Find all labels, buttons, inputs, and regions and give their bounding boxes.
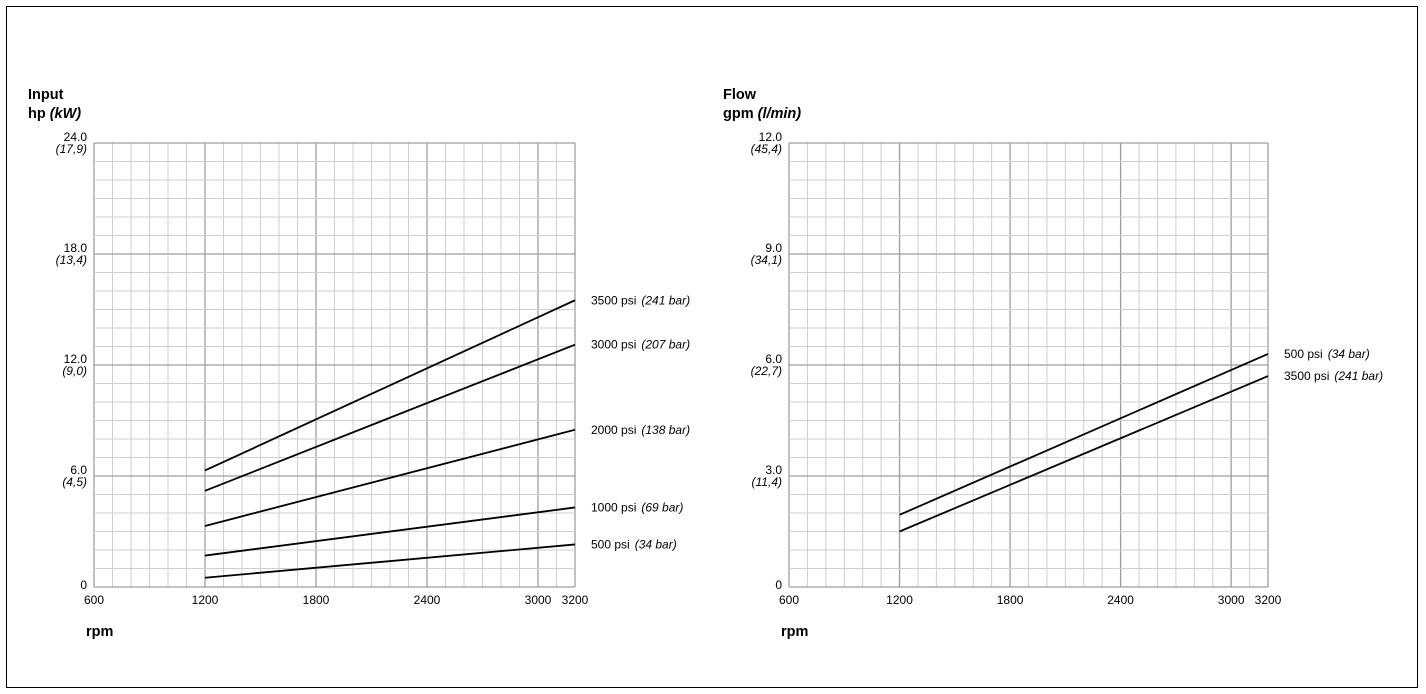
flow-xtick-label: 1800 — [997, 593, 1024, 607]
flow-xtick-label: 3000 — [1218, 593, 1245, 607]
flow-series-label-bar: (34 bar) — [1328, 347, 1370, 361]
flow-series-label: 3500 psi (241 bar) — [1284, 369, 1383, 383]
power-xtick-label: 3000 — [525, 593, 552, 607]
flow-series-label-bar: (241 bar) — [1334, 369, 1383, 383]
power-ytick-label-secondary: (4,5) — [62, 475, 87, 489]
power-ytick-label: 0 — [80, 578, 87, 592]
flow-ytick-label: 12.0 — [759, 130, 783, 144]
flow-series-label-psi: 500 psi — [1284, 347, 1323, 361]
flow-ylabel-line2: gpm (l/min) — [723, 106, 801, 122]
flow-ytick-label: 3.0 — [765, 463, 782, 477]
power-series-line — [204, 299, 576, 472]
power-ytick-label: 6.0 — [70, 463, 87, 477]
power-ytick-label: 18.0 — [64, 241, 88, 255]
flow-xlabel: rpm — [781, 624, 808, 640]
power-series-label-psi: 2000 psi — [591, 423, 636, 437]
flow-ylabel-unit-secondary: (l/min) — [758, 106, 802, 122]
flow-chart: Flow gpm (l/min) 12.0(45,4) 9.0(34,1) 6.0(22,… — [723, 87, 1383, 640]
power-series-label-bar: (34 bar) — [635, 537, 677, 551]
power-ytick-label-secondary: (13,4) — [56, 253, 87, 267]
flow-series-line — [899, 375, 1269, 533]
flow-ytick-label-secondary: (11,4) — [752, 475, 782, 489]
power-series-label-psi: 3500 psi — [591, 293, 636, 307]
flow-series-line — [899, 353, 1269, 516]
power-xtick-label: 1800 — [303, 593, 330, 607]
power-ytick-label-secondary: (9,0) — [62, 364, 87, 378]
power-series-label-psi: 3000 psi — [591, 338, 636, 352]
flow-ylabel-unit-primary: gpm — [723, 106, 754, 122]
power-xtick-label: 2400 — [414, 593, 441, 607]
power-xtick-label: 1200 — [192, 593, 219, 607]
power-series-label: 500 psi (34 bar) — [591, 537, 677, 551]
power-chart: Input hp (kW) 24.0(17,9) 18.0(13,4) 12.0(9,0)… — [28, 87, 690, 640]
power-series-label-psi: 1000 psi — [591, 500, 636, 514]
power-series-label-psi: 500 psi — [591, 537, 630, 551]
power-ylabel-line2: hp (kW) — [28, 106, 81, 122]
power-ylabel-unit-primary: hp — [28, 106, 46, 122]
flow-ytick-label: 0 — [775, 578, 782, 592]
flow-ytick-label-secondary: (34,1) — [751, 253, 782, 267]
power-ytick-label: 12.0 — [64, 352, 88, 366]
power-series-label: 2000 psi (138 bar) — [591, 423, 690, 437]
power-series-line — [204, 428, 576, 527]
power-xtick-label: 600 — [84, 593, 104, 607]
flow-ytick-label: 9.0 — [765, 241, 782, 255]
power-grid — [93, 142, 576, 588]
power-ylabel-line1: Input — [28, 87, 64, 103]
flow-series-label-psi: 3500 psi — [1284, 369, 1329, 383]
power-xlabel: rpm — [86, 624, 113, 640]
flow-grid — [788, 142, 1269, 588]
power-series-line — [204, 506, 576, 557]
flow-ylabel-line1: Flow — [723, 87, 757, 103]
power-series-label: 3000 psi (207 bar) — [591, 338, 690, 352]
power-series-label-bar: (69 bar) — [641, 500, 683, 514]
power-ytick-label-secondary: (17,9) — [56, 142, 87, 156]
flow-xtick-label: 2400 — [1107, 593, 1134, 607]
power-series-label-bar: (207 bar) — [641, 338, 690, 352]
flow-xtick-label: 1200 — [886, 593, 913, 607]
flow-ytick-label-secondary: (45,4) — [751, 142, 782, 156]
flow-ytick-label: 6.0 — [765, 352, 782, 366]
power-series-label: 3500 psi (241 bar) — [591, 293, 690, 307]
power-ytick-label: 24.0 — [64, 130, 88, 144]
flow-xtick-label: 600 — [779, 593, 799, 607]
power-series-line — [204, 343, 576, 492]
flow-series-label: 500 psi (34 bar) — [1284, 347, 1370, 361]
flow-ytick-label-secondary: (22,7) — [751, 364, 782, 378]
power-series-line — [204, 543, 576, 579]
power-series-label: 1000 psi (69 bar) — [591, 500, 683, 514]
power-xtick-label: 3200 — [562, 593, 589, 607]
power-series-label-bar: (241 bar) — [641, 293, 690, 307]
flow-xtick-label: 3200 — [1255, 593, 1282, 607]
power-series-label-bar: (138 bar) — [641, 423, 690, 437]
power-ylabel-unit-secondary: (kW) — [50, 106, 82, 122]
